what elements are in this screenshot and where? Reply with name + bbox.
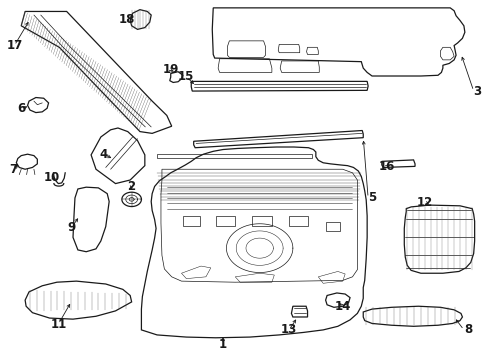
Text: 4: 4 bbox=[99, 148, 107, 161]
Text: 5: 5 bbox=[368, 192, 376, 204]
Text: 2: 2 bbox=[127, 180, 136, 193]
Text: 19: 19 bbox=[163, 63, 179, 76]
Text: 17: 17 bbox=[6, 39, 23, 52]
Text: 12: 12 bbox=[416, 196, 433, 209]
Text: 6: 6 bbox=[17, 103, 25, 116]
Text: 7: 7 bbox=[9, 163, 17, 176]
Text: 14: 14 bbox=[335, 300, 351, 313]
Text: 15: 15 bbox=[178, 70, 195, 83]
Bar bbox=[183, 216, 200, 226]
Bar bbox=[290, 216, 308, 226]
Text: 11: 11 bbox=[50, 318, 67, 331]
Text: 16: 16 bbox=[378, 160, 395, 173]
Text: 10: 10 bbox=[44, 171, 60, 184]
Bar bbox=[216, 216, 235, 226]
Text: 9: 9 bbox=[68, 221, 75, 234]
Text: 8: 8 bbox=[464, 323, 472, 336]
Bar bbox=[326, 222, 340, 231]
Text: 3: 3 bbox=[474, 85, 482, 98]
Text: 1: 1 bbox=[219, 338, 227, 351]
Text: 13: 13 bbox=[281, 323, 297, 336]
Bar bbox=[252, 216, 272, 226]
Text: 18: 18 bbox=[119, 13, 135, 26]
